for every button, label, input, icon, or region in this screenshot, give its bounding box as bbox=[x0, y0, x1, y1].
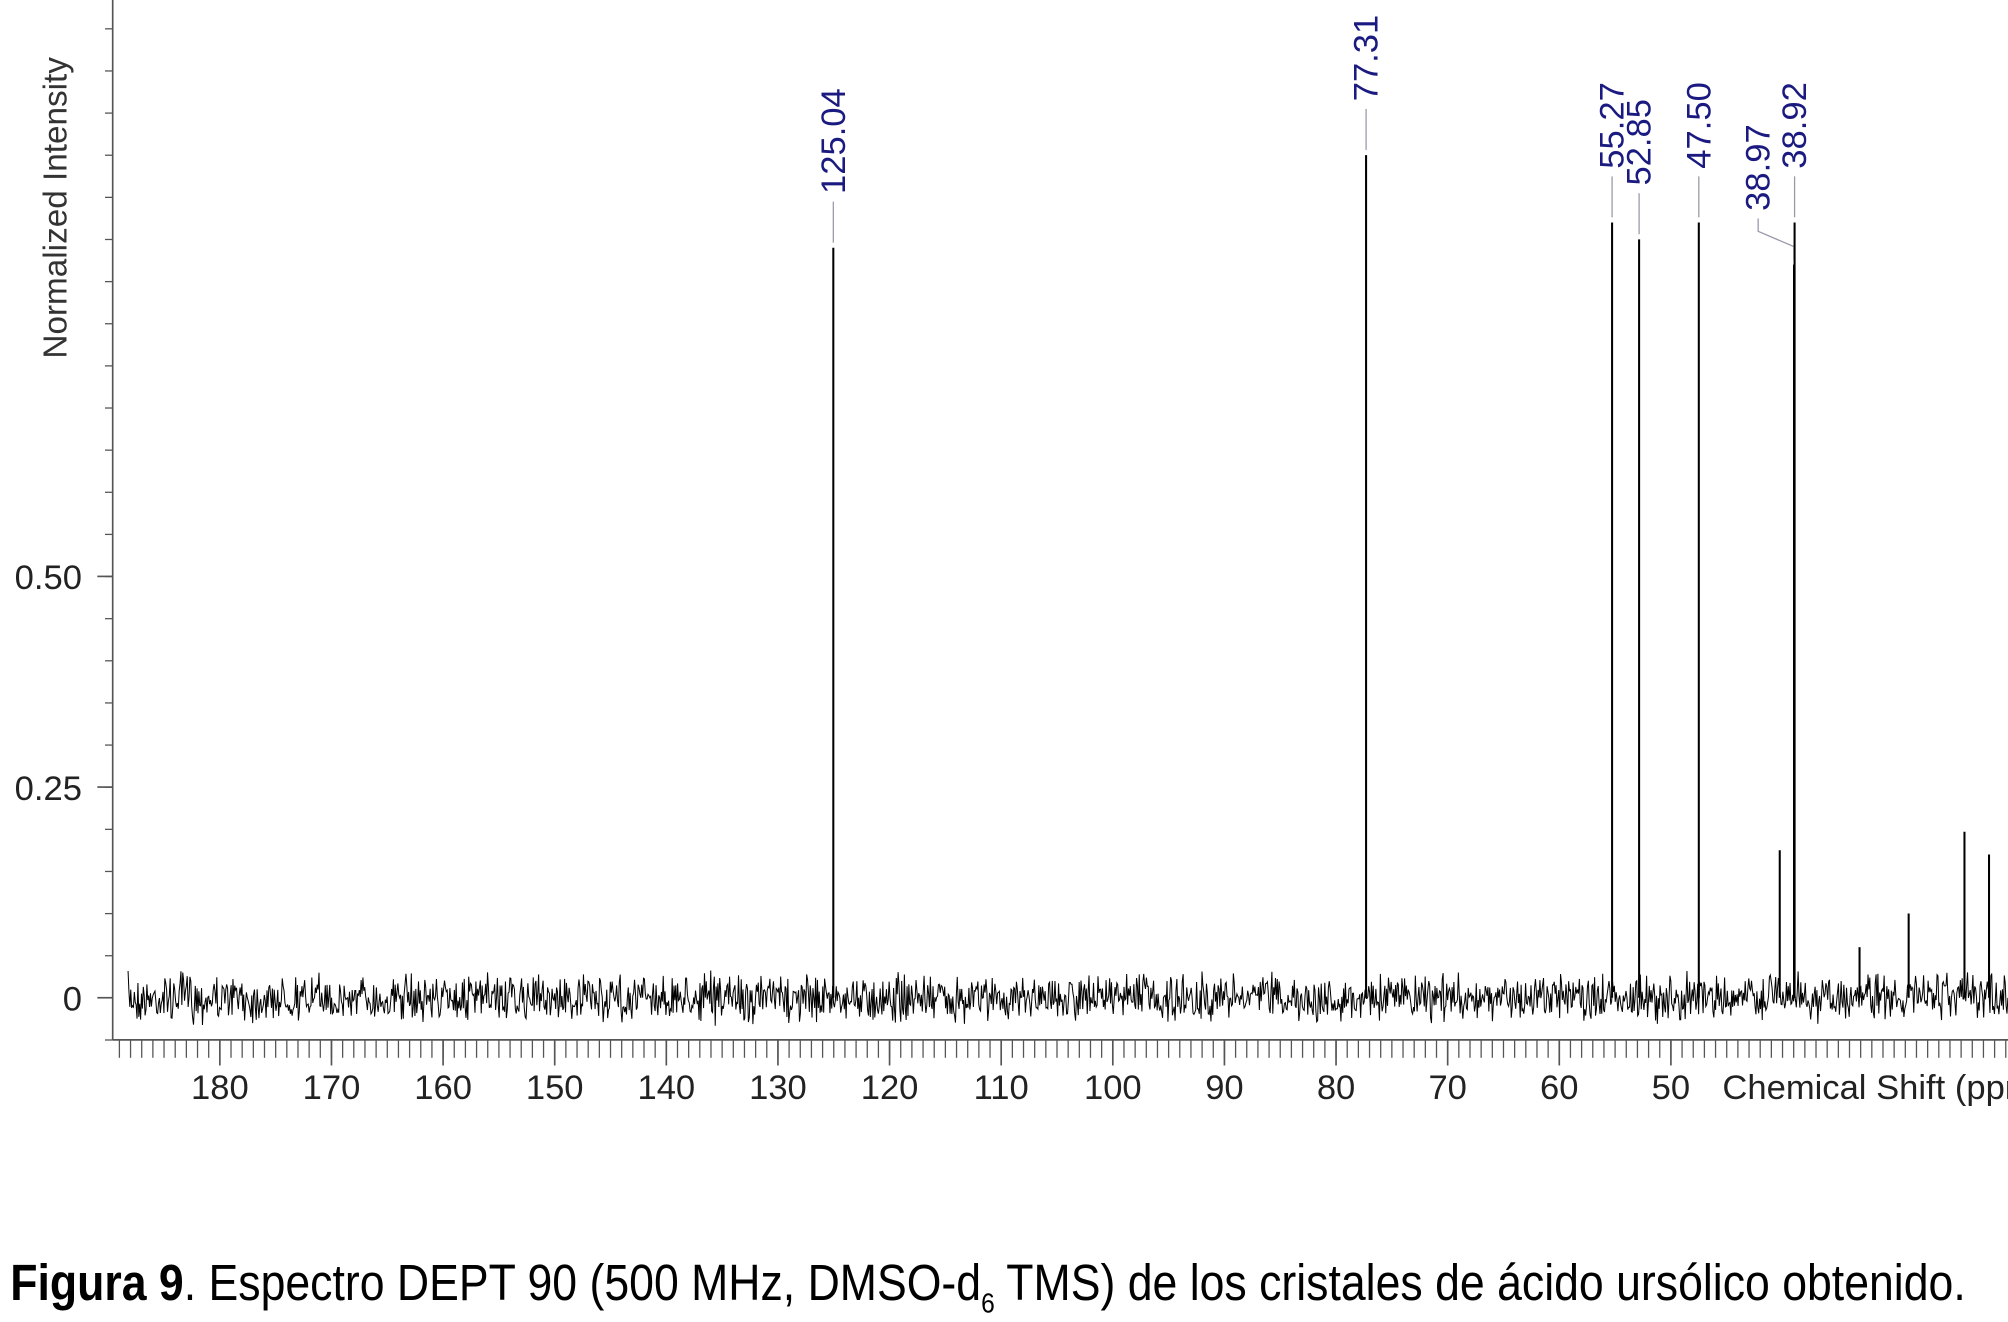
x-tick-label: 150 bbox=[526, 1069, 584, 1107]
y-tick-label: 0 bbox=[63, 981, 82, 1019]
x-tick-label: 110 bbox=[974, 1069, 1029, 1107]
y-axis-label: Normalized Intensity bbox=[38, 57, 75, 359]
x-tick-label: 130 bbox=[749, 1069, 807, 1107]
x-tick-label: 120 bbox=[861, 1069, 919, 1107]
caption: Figura 9. Espectro DEPT 90 (500 MHz, DMS… bbox=[10, 1254, 1965, 1319]
x-tick-label: 60 bbox=[1540, 1069, 1578, 1107]
peak-label: 38.92 bbox=[1776, 82, 1814, 169]
plot: 0 0.25 0.50 180 170 160 150 140 130 120 110 100 90 80… bbox=[15, 0, 2008, 1107]
x-axis-label: Chemical Shift (ppm) bbox=[1722, 1069, 2008, 1107]
x-tick-label: 140 bbox=[637, 1069, 695, 1107]
caption-subscript: 6 bbox=[981, 1287, 995, 1319]
caption-bold: Figura 9 bbox=[10, 1254, 183, 1311]
x-tick-label: 160 bbox=[414, 1069, 472, 1107]
x-tick-label: 90 bbox=[1205, 1069, 1243, 1107]
x-tick-label: 180 bbox=[191, 1069, 249, 1107]
peak-label: 38.97 bbox=[1740, 124, 1778, 211]
x-tick-label: 80 bbox=[1317, 1069, 1355, 1107]
x-tick-label: 100 bbox=[1084, 1069, 1142, 1107]
y-tick-label: 0.25 bbox=[15, 770, 82, 808]
x-tick-label: 50 bbox=[1652, 1069, 1690, 1107]
peak-label: 55.27 bbox=[1594, 82, 1632, 169]
x-tick-label: 170 bbox=[303, 1069, 361, 1107]
baseline-noise bbox=[127, 970, 2008, 1026]
peak-label: 52.85 bbox=[1621, 99, 1659, 186]
y-tick-label: 0.50 bbox=[15, 559, 82, 597]
peak-label: 47.50 bbox=[1680, 82, 1718, 169]
x-tick-label: 70 bbox=[1428, 1069, 1466, 1107]
label-leader bbox=[1757, 218, 1795, 260]
peak-label: 125.04 bbox=[815, 88, 853, 194]
caption-text: . Espectro DEPT 90 (500 MHz, DMSO-d bbox=[184, 1254, 981, 1311]
peak-label: 77.31 bbox=[1348, 15, 1386, 102]
caption-rest: TMS) de los cristales de ácido ursólico … bbox=[995, 1254, 1966, 1311]
